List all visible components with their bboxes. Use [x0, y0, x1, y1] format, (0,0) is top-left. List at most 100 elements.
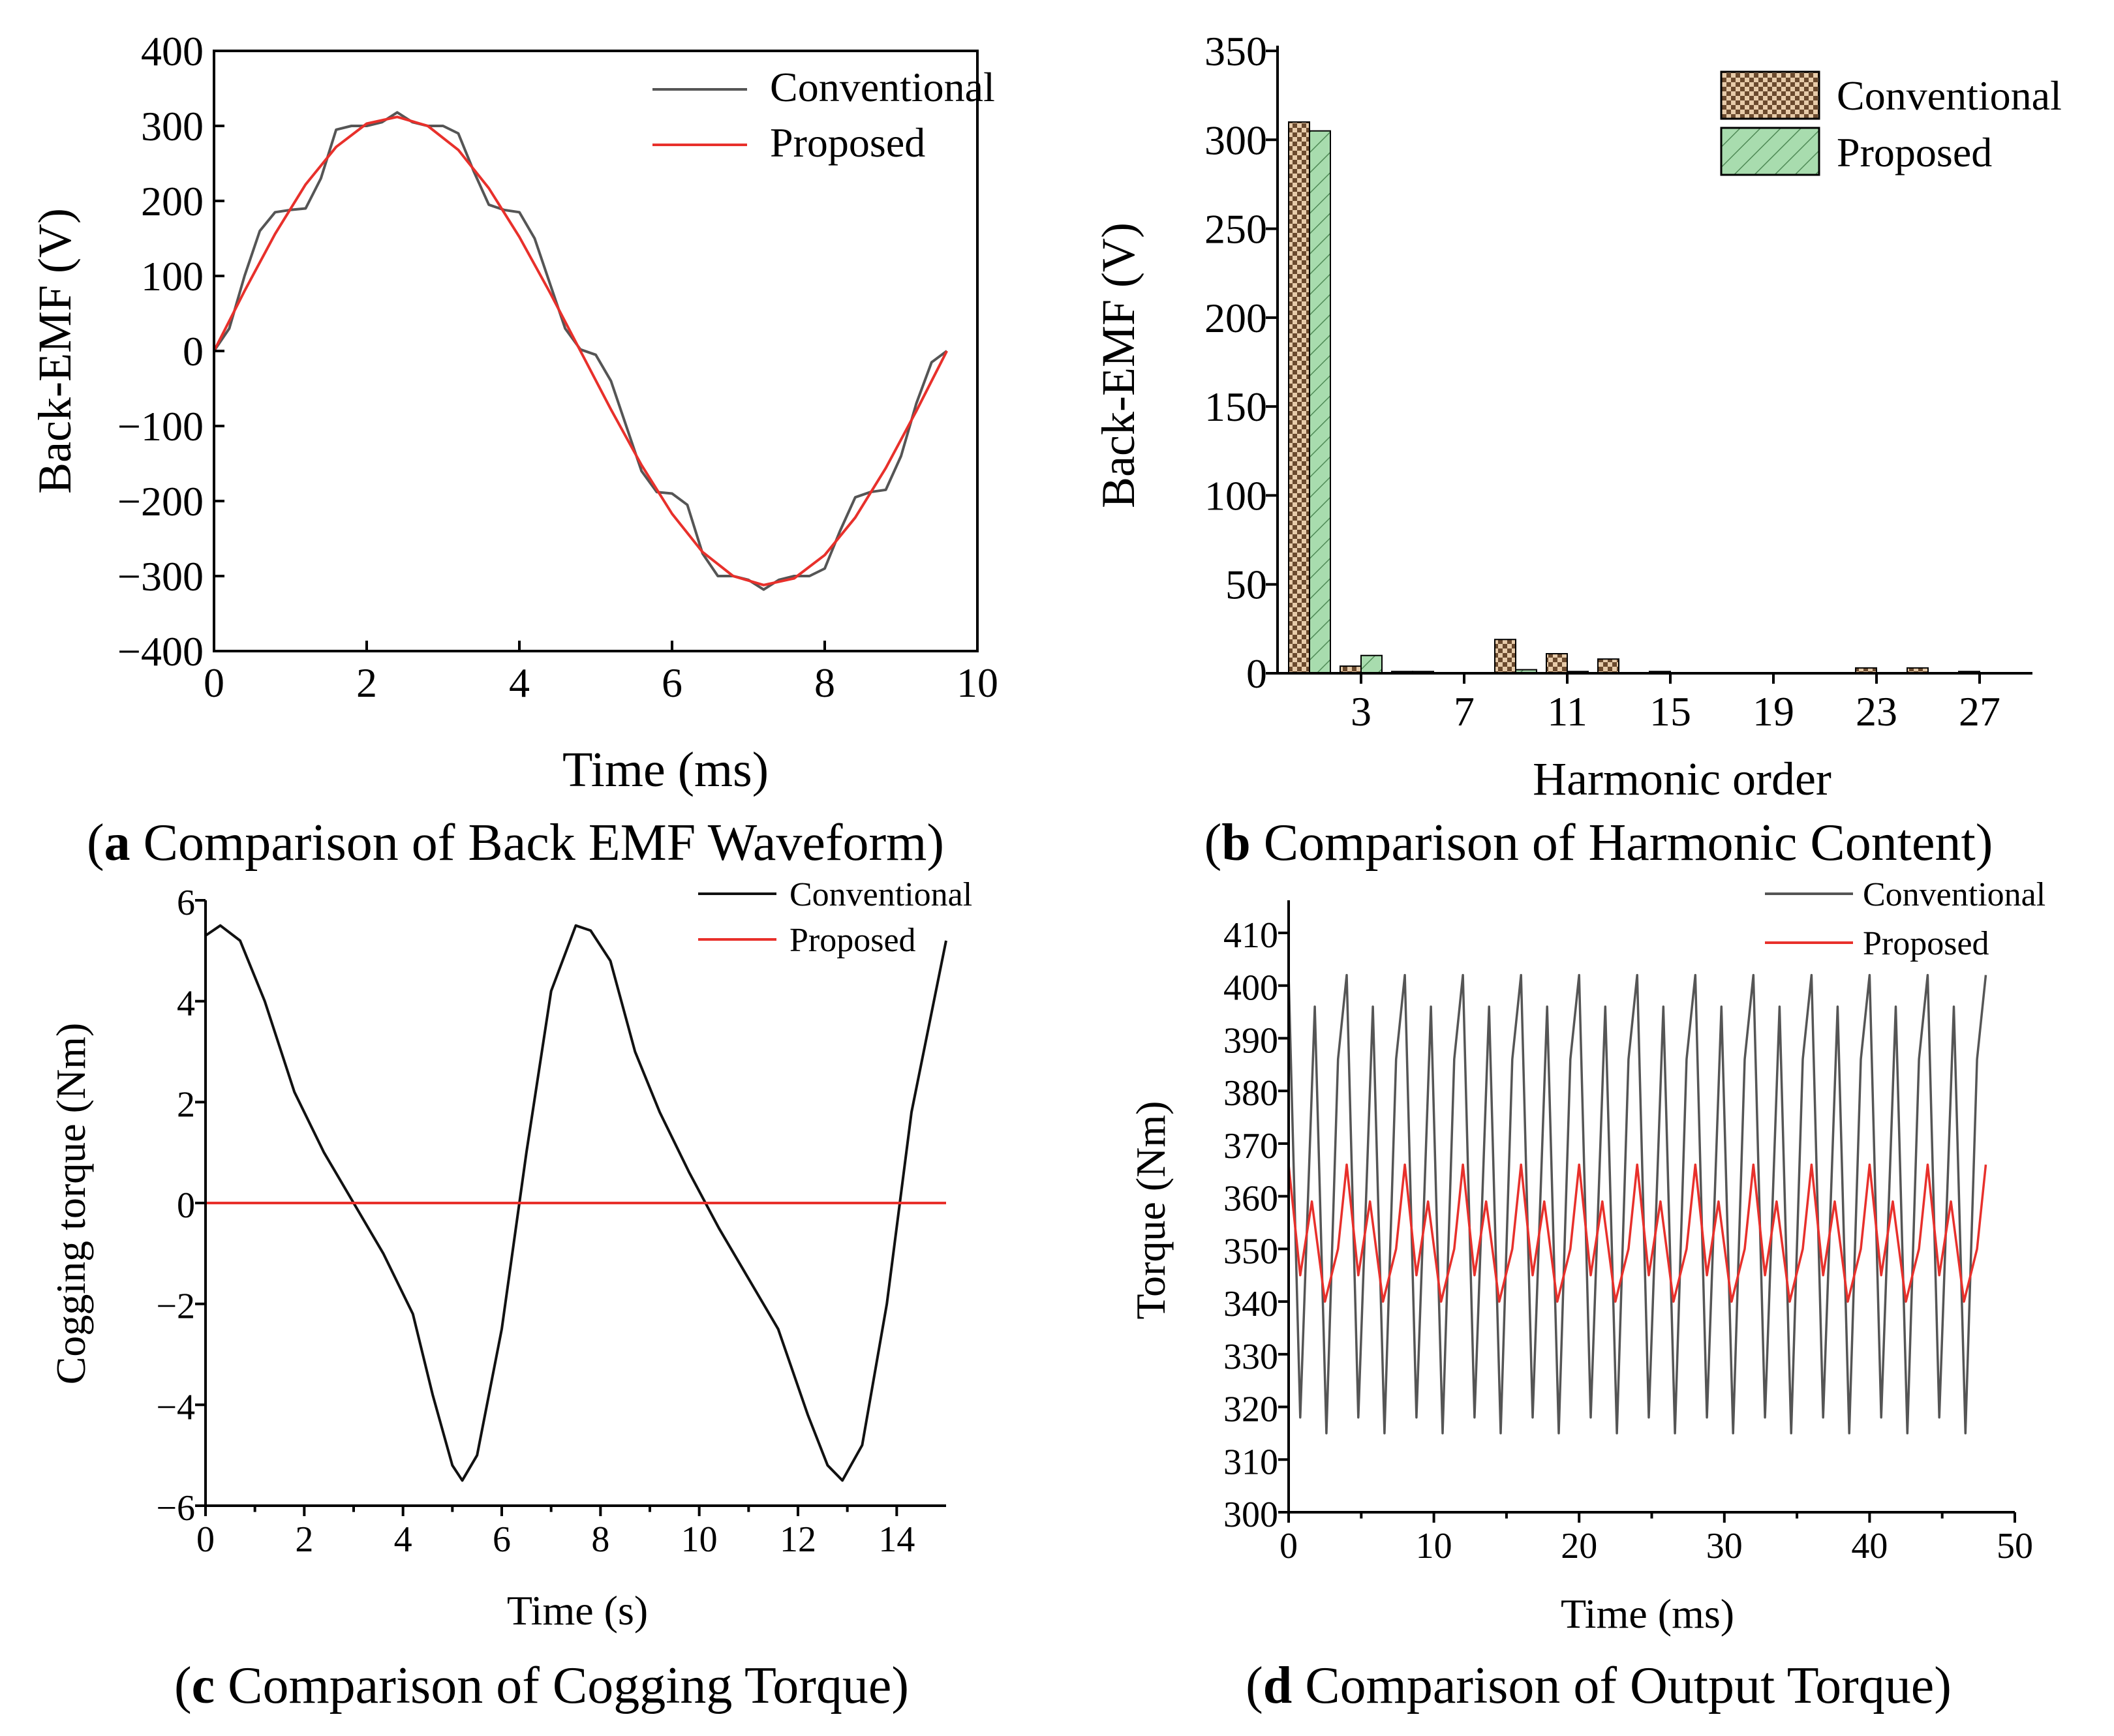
x-tick-label: 30: [1706, 1526, 1743, 1566]
panel-b-y-axis-title: Back-EMF (V): [1092, 222, 1144, 508]
legend-label-proposed: Proposed: [1863, 925, 1989, 962]
series-line-proposed: [1287, 1163, 1987, 1303]
x-tick-label: 11: [1547, 688, 1587, 735]
panel-a-y-axis-title: Back-EMF (V): [29, 208, 81, 494]
x-tick-label: 20: [1561, 1526, 1597, 1566]
y-tick-label: −200: [117, 478, 204, 525]
series-line-proposed: [213, 115, 948, 586]
panel-b: 350 300 250 200 150 100 50 0 3 7 11 15 19 23 27 Harmo…: [1092, 28, 2062, 872]
legend-swatch-conventional: [1720, 70, 1820, 120]
x-tick-label: 10: [957, 660, 998, 706]
x-tick-label: 10: [1416, 1526, 1452, 1566]
panel-b-y-ticks: 350 300 250 200 150 100 50 0: [1204, 28, 1278, 697]
panel-a: 400 300 200 100 0 −100 −200 −300 −400 0 2 4 6 8 10 Ti…: [29, 28, 998, 872]
panel-a-y-ticks: 400 300 200 100 0 −100 −200 −300 −400: [117, 28, 224, 675]
x-tick-label: 40: [1851, 1526, 1888, 1566]
panel-d-y-axis-title: Torque (Nm): [1127, 1101, 1174, 1320]
panel-c: 6 4 2 0 −2 −4 −6 0 2 4 6 8 10 12 14 Time (s) Cogging …: [48, 876, 972, 1714]
y-tick-label: 200: [141, 178, 204, 224]
y-tick-label: 410: [1223, 915, 1278, 956]
y-tick-label: −6: [156, 1488, 195, 1529]
y-tick-label: 300: [1204, 117, 1267, 163]
y-tick-label: 370: [1223, 1126, 1278, 1166]
x-tick-label: 6: [493, 1519, 511, 1560]
y-tick-label: 340: [1223, 1284, 1278, 1324]
y-tick-label: −400: [117, 628, 204, 675]
panel-c-caption-label: c: [192, 1657, 215, 1714]
y-tick-label: 300: [141, 103, 204, 149]
x-tick-label: 2: [295, 1519, 313, 1560]
bar-proposed: [1309, 130, 1331, 674]
panel-c-legend: Conventional Proposed: [698, 876, 972, 959]
x-tick-label: 0: [196, 1519, 215, 1560]
panel-d-legend: Conventional Proposed: [1765, 876, 2045, 962]
bar-conventional: [1494, 639, 1516, 674]
panel-b-caption-text: Comparison of Harmonic Content: [1251, 814, 1976, 872]
panel-c-caption: (c Comparison of Cogging Torque): [174, 1657, 909, 1714]
y-tick-label: 100: [1204, 472, 1267, 519]
bar-conventional: [1288, 121, 1310, 674]
panel-b-plot: [1288, 121, 1980, 675]
legend-label-conventional: Conventional: [1863, 876, 2045, 913]
x-tick-label: 0: [1279, 1526, 1298, 1566]
panel-d-caption: (d Comparison of Output Torque): [1246, 1657, 1952, 1714]
y-tick-label: 0: [177, 1185, 195, 1226]
bar-conventional: [1597, 658, 1619, 674]
x-tick-label: 8: [591, 1519, 609, 1560]
y-tick-label: 310: [1223, 1442, 1278, 1482]
panel-d-x-axis-title: Time (ms): [1561, 1591, 1734, 1637]
y-tick-label: 320: [1223, 1390, 1278, 1430]
y-tick-label: −2: [156, 1287, 195, 1327]
series-line-conventional: [204, 924, 947, 1482]
panel-a-x-axis-title: Time (ms): [562, 742, 769, 797]
y-tick-label: 400: [1223, 968, 1278, 1009]
y-tick-label: 390: [1223, 1020, 1278, 1061]
panel-c-plot: [204, 924, 947, 1482]
x-tick-label: 2: [356, 660, 377, 706]
legend-label-proposed: Proposed: [789, 922, 916, 959]
y-tick-label: 380: [1223, 1073, 1278, 1114]
panel-d-x-ticks: 0 10 20 30 40 50: [1279, 1512, 2033, 1566]
x-tick-label: 23: [1856, 688, 1897, 735]
x-tick-label: 27: [1959, 688, 2000, 735]
x-tick-label: 0: [204, 660, 224, 706]
legend-label-conventional: Conventional: [770, 64, 995, 110]
panel-b-legend: Conventional Proposed: [1720, 70, 2062, 176]
y-tick-label: 300: [1223, 1495, 1278, 1535]
y-tick-label: −4: [156, 1387, 195, 1427]
panel-d-plot: [1287, 973, 1987, 1435]
y-tick-label: 400: [141, 28, 204, 74]
y-tick-label: 360: [1223, 1179, 1278, 1219]
x-tick-label: 3: [1351, 688, 1371, 735]
y-tick-label: 100: [141, 253, 204, 299]
y-tick-label: 150: [1204, 384, 1267, 430]
panel-c-y-ticks: 6 4 2 0 −2 −4 −6: [156, 883, 206, 1529]
legend-label-conventional: Conventional: [1837, 72, 2062, 119]
y-tick-label: −300: [117, 553, 204, 600]
panel-c-x-ticks: 0 2 4 6 8 10 12 14: [196, 1506, 915, 1560]
y-tick-label: 50: [1225, 562, 1267, 608]
legend-swatch-proposed: [1720, 127, 1820, 176]
legend-label-proposed: Proposed: [1837, 129, 1992, 175]
y-tick-label: 2: [177, 1084, 195, 1125]
bar-proposed: [1360, 654, 1383, 675]
panel-d-caption-label: d: [1263, 1657, 1293, 1714]
legend-label-proposed: Proposed: [770, 119, 925, 166]
panel-c-caption-text: Comparison of Cogging Torque: [215, 1657, 891, 1714]
x-tick-label: 8: [814, 660, 835, 706]
panel-a-caption-text: Comparison of Back EMF Waveform: [130, 814, 927, 872]
y-tick-label: 6: [177, 883, 195, 923]
y-tick-label: 330: [1223, 1337, 1278, 1377]
series-line-conventional: [1287, 973, 1987, 1435]
y-tick-label: −100: [117, 403, 204, 449]
x-tick-label: 6: [662, 660, 682, 706]
y-tick-label: 350: [1223, 1231, 1278, 1272]
panel-b-x-axis-title: Harmonic order: [1533, 753, 1831, 805]
panel-d-caption-text: Comparison of Output Torque: [1292, 1657, 1934, 1714]
x-tick-label: 50: [1997, 1526, 2033, 1566]
x-tick-label: 4: [509, 660, 530, 706]
x-tick-label: 10: [681, 1519, 718, 1560]
panel-c-x-axis-title: Time (s): [507, 1587, 648, 1634]
panel-a-plot: [213, 111, 948, 591]
